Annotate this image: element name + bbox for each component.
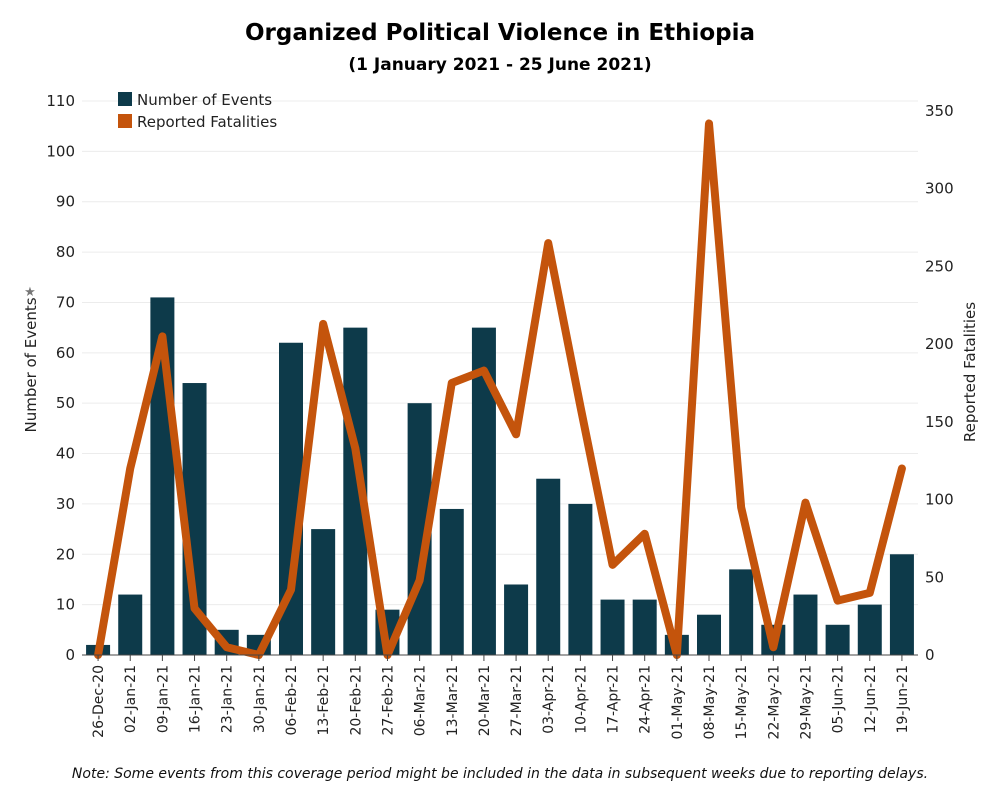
axes: 0 10 20 30 40 50 60 70 80 90 100 110 0 50 100 150 200 250…: [46, 92, 953, 739]
y2-tick-label: 200: [925, 335, 954, 353]
fatalities-point: [419, 579, 421, 581]
x-tick-label: 06-Mar-21: [413, 665, 429, 736]
y-tick-label: 50: [56, 394, 75, 412]
x-tick-label: 20-Feb-21: [348, 665, 364, 736]
x-tick-label: 20-Mar-21: [477, 665, 493, 736]
y2-tick-label: 350: [925, 102, 954, 120]
bar-events[interactable]: [825, 624, 850, 655]
y-tick-label: 10: [56, 596, 75, 614]
x-tick-label: 16-Jan-21: [188, 665, 204, 733]
y-tick-label: 20: [56, 545, 75, 563]
legend: Number of Events Reported Fatalities: [118, 91, 277, 131]
x-tick-label: 06-Feb-21: [284, 665, 300, 736]
x-tick-label: 03-Apr-21: [541, 665, 557, 734]
bar-events[interactable]: [729, 569, 754, 655]
y2-tick-label: 50: [925, 568, 944, 586]
y-tick-label: 40: [56, 445, 75, 463]
fatalities-point: [869, 592, 871, 594]
fatalities-line[interactable]: [94, 119, 906, 659]
y-axis-title: Number of Events: [22, 297, 40, 432]
legend-swatch-events: [118, 92, 132, 106]
fatalities-point: [579, 405, 581, 407]
bar-events[interactable]: [632, 599, 657, 655]
fatalities-point: [451, 382, 453, 384]
chart-title: Organized Political Violence in Ethiopia: [244, 20, 756, 46]
bar-events[interactable]: [504, 584, 529, 655]
fatalities-point: [354, 447, 356, 449]
fatalities-point: [772, 646, 774, 648]
x-tick-label: 05-Jun-21: [831, 665, 847, 733]
bar-events[interactable]: [889, 554, 914, 655]
fatalities-point: [515, 433, 517, 435]
x-tick-label: 24-Apr-21: [638, 665, 654, 734]
x-tick-label: 13-Mar-21: [445, 665, 461, 736]
y2-tick-label: 250: [925, 257, 954, 275]
fatalities-point: [483, 370, 485, 372]
x-tick-label: 27-Feb-21: [380, 665, 396, 736]
fatalities-point: [547, 242, 549, 244]
bar-events[interactable]: [793, 594, 818, 655]
y2-tick-label: 100: [925, 491, 954, 509]
legend-label-events: Number of Events: [137, 91, 272, 109]
y-tick-label: 60: [56, 344, 75, 362]
x-tick-label: 27-Mar-21: [509, 665, 525, 736]
chart-subtitle: (1 January 2021 - 25 June 2021): [348, 55, 652, 75]
bar-events[interactable]: [568, 503, 593, 655]
fatalities-point: [804, 502, 806, 504]
fatalities-point: [322, 323, 324, 325]
y-tick-label: 110: [46, 92, 75, 110]
fatalities-point: [161, 335, 163, 337]
fatalities-point: [740, 506, 742, 508]
fatalities-point: [708, 122, 710, 124]
bar-events[interactable]: [118, 594, 143, 655]
y-tick-label: 30: [56, 495, 75, 513]
x-tick-label: 01-May-21: [670, 665, 686, 739]
fatalities-point: [226, 646, 228, 648]
legend-swatch-fatalities: [118, 114, 132, 128]
y2-tick-label: 0: [925, 646, 935, 664]
fatalities-point: [129, 467, 131, 469]
bar-events[interactable]: [439, 508, 464, 655]
y2-tick-label: 300: [925, 180, 954, 198]
bar-events[interactable]: [697, 614, 721, 655]
fatalities-line-layer: [94, 119, 906, 659]
y-tick-label: 70: [56, 293, 75, 311]
fatalities-point: [290, 589, 292, 591]
legend-label-fatalities: Reported Fatalities: [137, 113, 277, 131]
fatalities-point: [901, 467, 903, 469]
y-tick-label: 90: [56, 193, 75, 211]
x-tick-label: 29-May-21: [798, 665, 814, 739]
events-bars: [86, 297, 914, 655]
fatalities-point: [194, 607, 196, 609]
bar-events[interactable]: [536, 478, 561, 655]
y2-tick-label: 150: [925, 413, 954, 431]
x-tick-label: 13-Feb-21: [316, 665, 332, 736]
x-tick-label: 30-Jan-21: [252, 665, 268, 733]
bar-events[interactable]: [311, 529, 336, 655]
x-tick-label: 23-Jan-21: [220, 665, 236, 733]
fatalities-point: [644, 533, 646, 535]
x-tick-label: 02-Jan-21: [123, 665, 139, 733]
y2-axis-title: Reported Fatalities: [961, 302, 979, 442]
footnote: Note: Some events from this coverage per…: [71, 766, 929, 782]
x-tick-label: 17-Apr-21: [606, 665, 622, 734]
fatalities-point: [612, 564, 614, 566]
pin-icon[interactable]: ★: [24, 285, 36, 300]
x-tick-label: 22-May-21: [766, 665, 782, 739]
x-tick-label: 09-Jan-21: [155, 665, 171, 733]
bar-events[interactable]: [600, 599, 625, 655]
x-tick-label: 15-May-21: [734, 665, 750, 739]
y-tick-label: 0: [65, 646, 75, 664]
x-tick-label: 08-May-21: [702, 665, 718, 739]
y-tick-label: 100: [46, 142, 75, 160]
y-tick-label: 80: [56, 243, 75, 261]
x-tick-label: 26-Dec-20: [91, 665, 107, 738]
x-tick-label: 12-Jun-21: [863, 665, 879, 733]
fatalities-point: [837, 600, 839, 602]
x-tick-label: 10-Apr-21: [573, 665, 589, 734]
bar-events[interactable]: [857, 604, 882, 655]
x-tick-label: 19-Jun-21: [895, 665, 911, 733]
